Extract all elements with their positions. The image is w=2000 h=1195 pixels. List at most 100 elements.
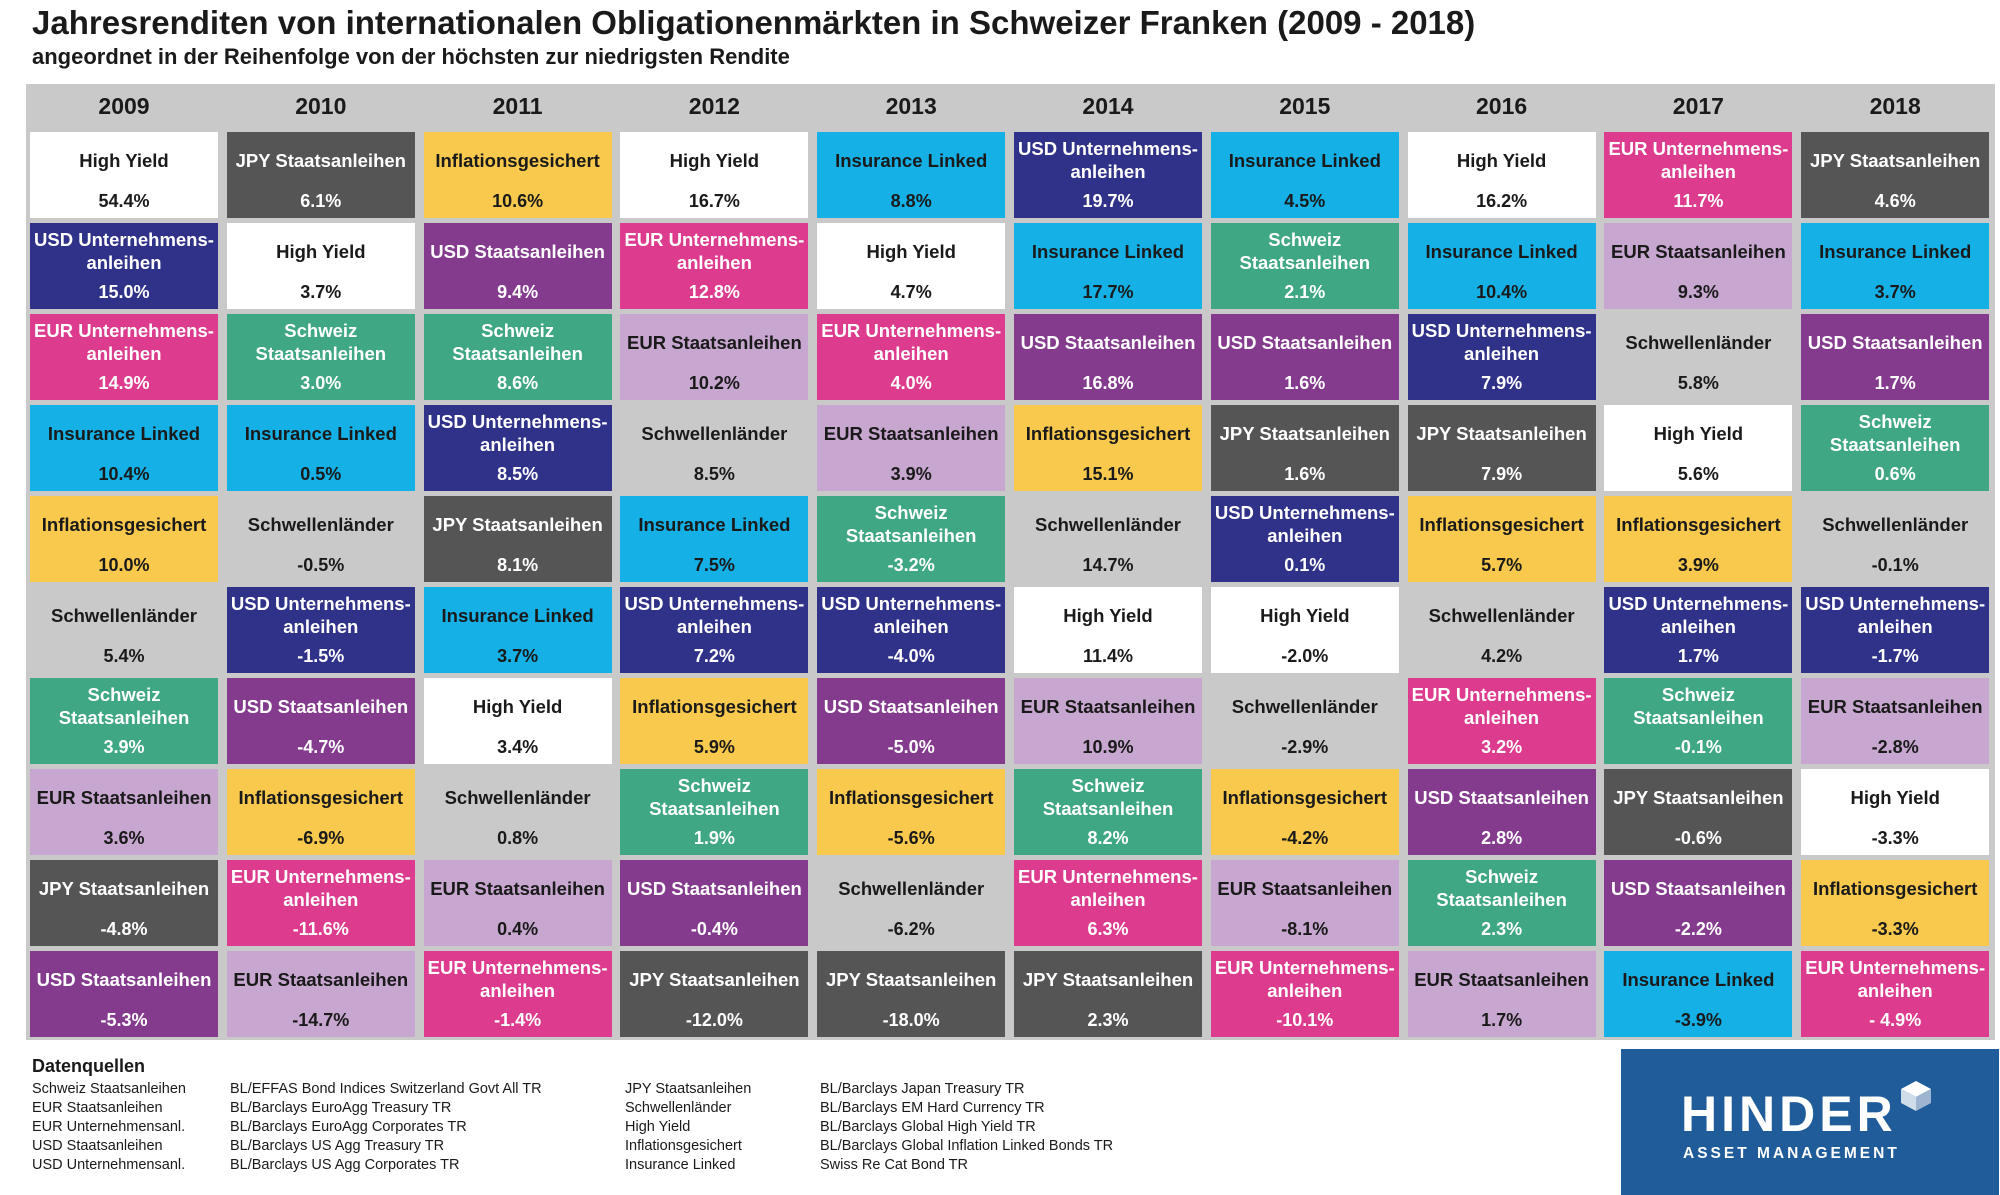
year-header: 2014: [1082, 93, 1134, 119]
source-index: BL/Barclays US Agg Treasury TR: [230, 1138, 445, 1154]
asset-name: Insurance Linked: [1819, 240, 1972, 262]
sources-left-indices: BL/EFFAS Bond Indices Switzerland Govt A…: [230, 1080, 542, 1175]
return-value: 0.6%: [1874, 464, 1916, 484]
asset-name: High Yield: [79, 149, 169, 171]
asset-name: EUR Unternehmens-anleihen: [230, 866, 411, 910]
return-value: 7.9%: [1481, 373, 1523, 393]
asset-name: USD Unternehmens-anleihen: [821, 593, 1002, 637]
return-value: 3.6%: [103, 828, 145, 848]
asset-cell: Schwellenländer -0.5%: [226, 496, 415, 582]
return-value: 15.0%: [98, 282, 150, 302]
asset-cell: EUR Staatsanleihen 10.2%: [620, 314, 809, 400]
asset-name: EUR Staatsanleihen: [1217, 877, 1393, 899]
asset-cell: USD Staatsanleihen 2.8%: [1407, 769, 1596, 855]
source-name: Schwellenländer: [625, 1100, 732, 1116]
asset-cell: Insurance Linked 3.7%: [1801, 223, 1990, 309]
asset-cell: USD Staatsanleihen 9.4%: [423, 223, 612, 309]
asset-cell: USD Unternehmens-anleihen 0.1%: [1210, 496, 1399, 582]
asset-name: Insurance Linked: [1425, 240, 1578, 262]
asset-name: Inflationsgesichert: [1222, 786, 1388, 808]
asset-name: EUR Staatsanleihen: [233, 968, 409, 990]
asset-cell: Insurance Linked 8.8%: [817, 132, 1006, 218]
asset-name: High Yield: [1456, 149, 1547, 171]
asset-name: EUR Staatsanleihen: [627, 331, 802, 353]
asset-name: Schwellenländer: [1231, 695, 1378, 717]
returns-grid: 2009 2010 2011 2012 2013 2014 2015 2016 2017 2018…: [26, 84, 1995, 1040]
year-header: 2018: [1869, 93, 1921, 119]
asset-cell: High Yield -2.0%: [1210, 587, 1399, 673]
asset-cell: Inflationsgesichert 10.0%: [30, 496, 218, 582]
asset-cell: EUR Staatsanleihen -2.8%: [1801, 678, 1990, 764]
return-value: 2.3%: [1481, 919, 1523, 939]
asset-name: High Yield: [866, 240, 956, 262]
asset-cell: Schweiz Staatsanleihen 8.6%: [423, 314, 612, 400]
return-value: -3.3%: [1871, 828, 1919, 848]
return-value: 5.9%: [693, 737, 735, 757]
asset-cell: EUR Staatsanleihen -14.7%: [226, 951, 415, 1037]
asset-cell: USD Staatsanleihen 16.8%: [1014, 314, 1202, 400]
source-index: BL/Barclays Global Inflation Linked Bond…: [820, 1138, 1114, 1154]
year-header: 2017: [1672, 93, 1724, 119]
asset-name: Schweiz Staatsanleihen: [1042, 775, 1174, 819]
asset-cell: Schwellenländer 4.2%: [1407, 587, 1596, 673]
asset-name: USD Staatsanleihen: [430, 240, 605, 262]
asset-cell: JPY Staatsanleihen 2.3%: [1014, 951, 1202, 1037]
asset-cell: USD Staatsanleihen -5.3%: [30, 951, 218, 1037]
asset-cell: Inflationsgesichert -5.6%: [817, 769, 1006, 855]
return-value: 0.5%: [300, 464, 342, 484]
return-value: 19.7%: [1082, 191, 1134, 211]
return-value: 5.8%: [1677, 373, 1719, 393]
asset-name: High Yield: [1260, 604, 1350, 626]
asset-cell: JPY Staatsanleihen -4.8%: [30, 860, 218, 946]
asset-name: USD Unternehmens-anleihen: [1214, 502, 1395, 546]
source-index: BL/Barclays EM Hard Currency TR: [820, 1100, 1045, 1116]
asset-cell: EUR Staatsanleihen 9.3%: [1604, 223, 1793, 309]
return-value: -6.2%: [887, 919, 935, 939]
return-value: 16.8%: [1082, 373, 1134, 393]
asset-cell: Insurance Linked 10.4%: [1407, 223, 1596, 309]
logo-wordmark: HINDER: [1681, 1086, 1897, 1142]
asset-cell: High Yield 16.7%: [620, 132, 809, 218]
asset-name: EUR Staatsanleihen: [1414, 968, 1589, 990]
asset-name: JPY Staatsanleihen: [1219, 422, 1390, 444]
asset-name: EUR Unternehmens-anleihen: [1805, 957, 1986, 1001]
asset-name: JPY Staatsanleihen: [1416, 422, 1587, 444]
asset-cell: High Yield 3.4%: [423, 678, 612, 764]
asset-cell: Schweiz Staatsanleihen 1.9%: [620, 769, 809, 855]
source-index: BL/EFFAS Bond Indices Switzerland Govt A…: [230, 1081, 542, 1097]
asset-name: JPY Staatsanleihen: [629, 968, 800, 990]
return-value: 3.9%: [103, 737, 145, 757]
source-name: JPY Staatsanleihen: [625, 1081, 752, 1097]
asset-name: Schwellenländer: [1625, 331, 1772, 353]
asset-name: USD Staatsanleihen: [1807, 331, 1983, 353]
return-value: -2.0%: [1281, 646, 1329, 666]
asset-name: USD Unternehmens-anleihen: [1805, 593, 1986, 637]
asset-name: High Yield: [276, 240, 366, 262]
source-index: BL/Barclays Global High Yield TR: [820, 1119, 1036, 1135]
asset-name: Insurance Linked: [1622, 968, 1775, 990]
year-header: 2009: [98, 93, 150, 119]
return-value: 8.1%: [497, 555, 539, 575]
return-value: 11.7%: [1673, 191, 1724, 211]
return-value: 3.9%: [1677, 555, 1719, 575]
return-value: 3.0%: [300, 373, 342, 393]
return-value: 2.8%: [1481, 828, 1523, 848]
sources-right-indices: BL/Barclays Japan Treasury TR BL/Barclay…: [820, 1080, 1113, 1175]
return-value: 10.0%: [98, 555, 150, 575]
asset-name: Insurance Linked: [441, 604, 594, 626]
asset-name: EUR Staatsanleihen: [1807, 695, 1983, 717]
asset-cell: JPY Staatsanleihen 6.1%: [226, 132, 415, 218]
asset-cell: JPY Staatsanleihen 4.6%: [1801, 132, 1990, 218]
asset-cell: EUR Unternehmens-anleihen -1.4%: [423, 951, 612, 1037]
return-value: -4.7%: [297, 737, 345, 757]
asset-cell: Schweiz Staatsanleihen 3.0%: [226, 314, 415, 400]
asset-name: Schwellenländer: [51, 604, 197, 626]
return-value: -18.0%: [882, 1010, 940, 1030]
asset-name: Schwellenländer: [247, 513, 394, 535]
asset-name: Inflationsgesichert: [41, 513, 207, 535]
asset-name: JPY Staatsanleihen: [826, 968, 997, 990]
return-value: 8.5%: [693, 464, 735, 484]
asset-cell: USD Unternehmens-anleihen 15.0%: [30, 223, 218, 309]
asset-name: High Yield: [1850, 786, 1940, 808]
sources-left-names: Schweiz Staatsanleihen EUR Staatsanleihe…: [32, 1080, 186, 1175]
